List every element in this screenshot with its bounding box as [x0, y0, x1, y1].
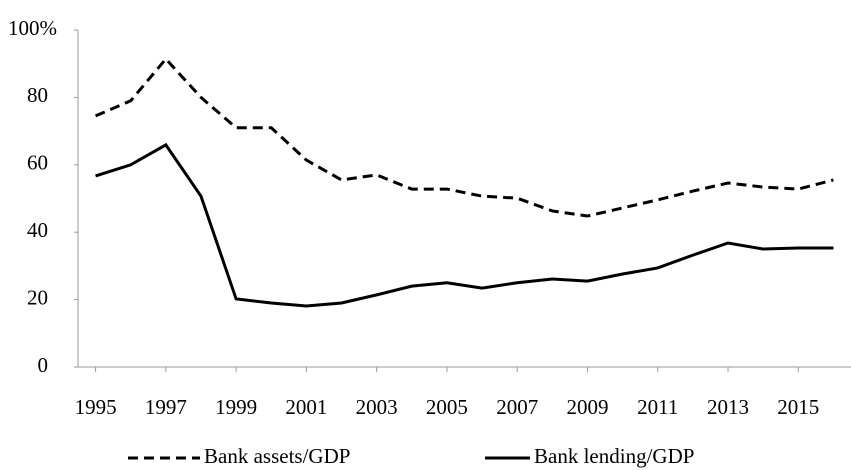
series-line [95, 142, 834, 308]
x-tick-label: 2003 [356, 395, 398, 419]
x-tick-label: 2005 [426, 395, 468, 419]
y-tick-label: 40 [27, 218, 48, 242]
x-tick-label: 1997 [145, 395, 187, 419]
y-tick-label: 20 [27, 285, 48, 309]
x-tick-label: 1995 [75, 395, 117, 419]
legend-label: Bank lending/GDP [534, 444, 694, 468]
legend-label: Bank assets/GDP [204, 444, 350, 468]
y-tick-label: 100% [8, 16, 57, 40]
x-tick-label: 2011 [637, 395, 678, 419]
x-tick-label: 2007 [496, 395, 538, 419]
y-tick-label: 60 [27, 151, 48, 175]
x-tick-label: 2001 [285, 395, 327, 419]
x-tick-label: 2015 [777, 395, 819, 419]
x-tick-label: 2009 [566, 395, 608, 419]
series-line [94, 56, 834, 218]
y-tick-label: 0 [38, 353, 49, 377]
x-tick-label: 1999 [215, 395, 257, 419]
y-tick-label: 80 [27, 83, 48, 107]
x-tick-label: 2013 [707, 395, 749, 419]
